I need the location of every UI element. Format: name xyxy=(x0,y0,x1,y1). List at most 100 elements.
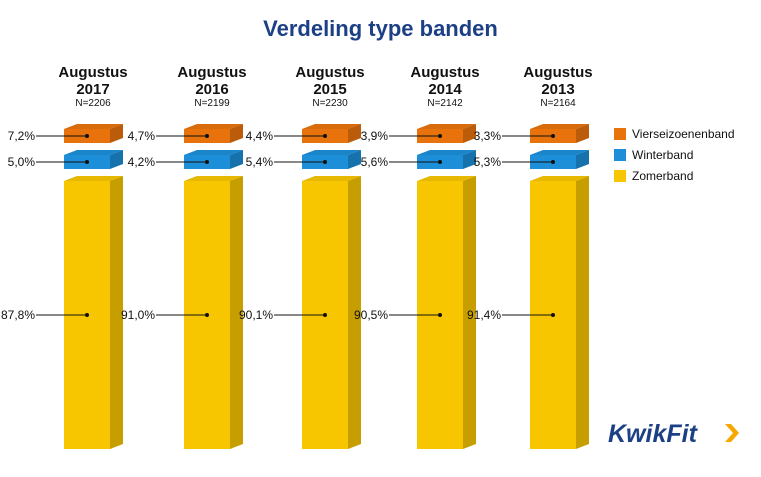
chart-legend: Vierseizoenenband Winterband Zomerband xyxy=(614,123,735,186)
bar-side xyxy=(230,124,243,143)
data-label: 91,4% xyxy=(467,308,501,322)
legend-label: Zomerband xyxy=(632,168,694,183)
bar-segment xyxy=(417,150,476,169)
bar-top xyxy=(302,176,361,181)
data-label: 4,2% xyxy=(128,155,156,169)
column-header-month: Augustus xyxy=(58,64,128,81)
data-label: 5,6% xyxy=(361,155,389,169)
leader-dot xyxy=(323,160,327,164)
bar-top xyxy=(302,124,361,129)
legend-item-zomerband: Zomerband xyxy=(614,165,735,186)
bar-top xyxy=(417,124,476,129)
bar-top xyxy=(64,150,123,155)
leader-dot xyxy=(205,134,209,138)
bar-top xyxy=(64,176,123,181)
leader-dot xyxy=(438,134,442,138)
data-label: 87,8% xyxy=(1,308,35,322)
data-label: 90,5% xyxy=(354,308,388,322)
legend-swatch xyxy=(614,169,626,182)
bar-side xyxy=(463,150,476,169)
leader-dot xyxy=(85,134,89,138)
bar-side xyxy=(348,124,361,143)
data-label: 7,2% xyxy=(8,129,36,143)
bar-segment xyxy=(530,176,589,449)
bar-side xyxy=(110,150,123,169)
bar-segment xyxy=(417,124,476,143)
bar-top xyxy=(302,150,361,155)
data-label: 5,3% xyxy=(474,155,502,169)
leader-dot xyxy=(551,160,555,164)
bar-side xyxy=(230,150,243,169)
column-header-year: 2016 xyxy=(195,81,229,98)
bar-top xyxy=(184,176,243,181)
leader-dot xyxy=(438,313,442,317)
legend-label: Vierseizoenenband xyxy=(632,126,735,141)
legend-swatch xyxy=(614,148,626,161)
column-header-n: N=2206 xyxy=(75,98,111,109)
column-header-year: 2014 xyxy=(428,81,462,98)
column-header-n: N=2199 xyxy=(194,98,230,109)
bar-top xyxy=(417,150,476,155)
bar-side xyxy=(463,124,476,143)
legend-item-vierseizoenenband: Vierseizoenenband xyxy=(614,123,735,144)
leader-dot xyxy=(551,313,555,317)
column-header-month: Augustus xyxy=(177,64,247,81)
column-header-year: 2013 xyxy=(541,81,575,98)
chevron-right-icon xyxy=(725,424,739,442)
bar-segment xyxy=(302,176,361,449)
bar-top xyxy=(184,124,243,129)
bar-segment xyxy=(302,124,361,143)
bar-top xyxy=(530,150,589,155)
leader-dot xyxy=(205,313,209,317)
leader-dot xyxy=(85,160,89,164)
leader-dot xyxy=(323,313,327,317)
bar-segment xyxy=(184,150,243,169)
bar-side xyxy=(110,176,123,449)
bar-side xyxy=(576,176,589,449)
column-header-month: Augustus xyxy=(410,64,480,81)
bar-segment xyxy=(64,176,123,449)
data-label: 4,4% xyxy=(246,129,274,143)
data-label: 5,0% xyxy=(8,155,36,169)
column-header-month: Augustus xyxy=(295,64,365,81)
bar-side xyxy=(576,150,589,169)
column-header-year: 2017 xyxy=(76,81,110,98)
column-header: Augustus 2014 N=2142 xyxy=(385,64,505,110)
data-label: 5,4% xyxy=(246,155,274,169)
logo-text: KwikFit xyxy=(608,420,699,448)
bar-segment xyxy=(64,150,123,169)
bar-top xyxy=(530,124,589,129)
bar-segment xyxy=(64,124,123,143)
column-header: Augustus 2016 N=2199 xyxy=(152,64,272,110)
bar-segment xyxy=(302,150,361,169)
column-header-year: 2015 xyxy=(313,81,347,98)
leader-dot xyxy=(438,160,442,164)
legend-item-winterband: Winterband xyxy=(614,144,735,165)
data-label: 3,3% xyxy=(474,129,502,143)
bar-side xyxy=(463,176,476,449)
bar-side xyxy=(348,150,361,169)
bar-top xyxy=(64,124,123,129)
chart-title: Verdeling type banden xyxy=(263,16,498,41)
column-header-n: N=2164 xyxy=(540,98,576,109)
bar-segment xyxy=(530,124,589,143)
data-label: 91,0% xyxy=(121,308,155,322)
column-header-month: Augustus xyxy=(523,64,593,81)
bar-top xyxy=(417,176,476,181)
bar-side xyxy=(348,176,361,449)
column-header-n: N=2230 xyxy=(312,98,348,109)
bar-segment xyxy=(184,176,243,449)
bar-top xyxy=(184,150,243,155)
bar-side xyxy=(110,124,123,143)
leader-dot xyxy=(551,134,555,138)
bar-top xyxy=(530,176,589,181)
kwikfit-logo: KwikFit xyxy=(608,420,739,448)
legend-swatch xyxy=(614,127,626,140)
leader-dot xyxy=(323,134,327,138)
column-header-n: N=2142 xyxy=(427,98,463,109)
leader-dot xyxy=(205,160,209,164)
data-label: 3,9% xyxy=(361,129,389,143)
bar-segment xyxy=(184,124,243,143)
bar-side xyxy=(230,176,243,449)
